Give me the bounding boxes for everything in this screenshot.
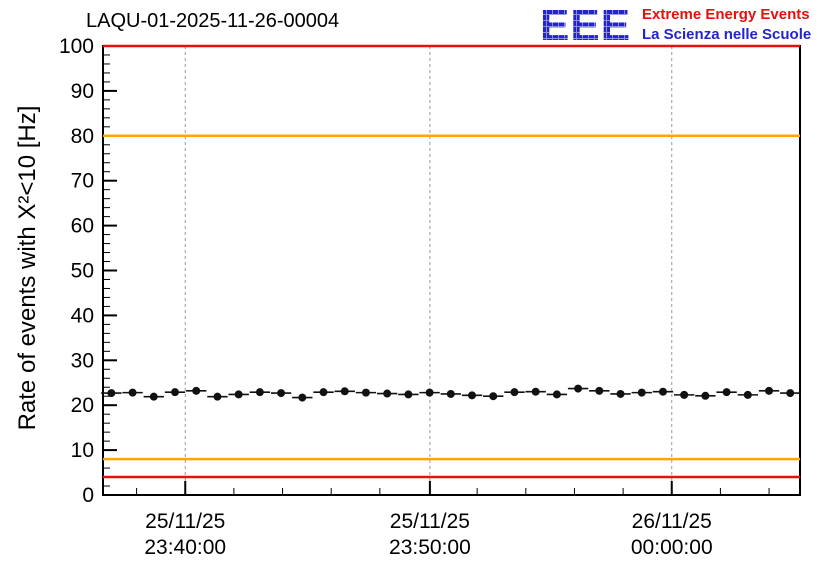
- data-point: [213, 392, 222, 401]
- data-point: [616, 389, 625, 398]
- data-point: [722, 388, 731, 397]
- x-tick-label-date: 25/11/25: [145, 510, 225, 533]
- y-tick-label: 80: [71, 125, 94, 148]
- data-point: [743, 390, 752, 399]
- data-point: [149, 392, 158, 401]
- y-tick-label: 10: [71, 439, 94, 462]
- y-tick-label: 50: [71, 260, 94, 283]
- data-point: [107, 389, 116, 398]
- data-point: [658, 387, 667, 396]
- y-tick-label: 90: [71, 80, 94, 103]
- data-point: [340, 387, 349, 396]
- data-point: [234, 390, 243, 399]
- data-point: [468, 391, 477, 400]
- y-tick-label: 20: [71, 394, 94, 417]
- data-point: [552, 390, 561, 399]
- x-tick-label-date: 26/11/25: [632, 510, 712, 533]
- data-point: [595, 386, 604, 395]
- gridlines: [184, 46, 673, 495]
- data-point: [361, 388, 370, 397]
- data-point: [404, 390, 413, 399]
- data-point: [298, 393, 307, 402]
- logo-line1: Extreme Energy Events: [642, 6, 810, 23]
- y-axis-label: Rate of events with X²<10 [Hz]: [14, 105, 41, 431]
- x-tick-label-time: 00:00:00: [631, 536, 713, 559]
- x-tick-label-time: 23:50:00: [389, 536, 471, 559]
- y-tick-label: 100: [59, 35, 94, 58]
- data-point: [574, 384, 583, 393]
- data-point: [701, 391, 710, 400]
- y-tick-label: 70: [71, 170, 94, 193]
- x-tick-label-date: 25/11/25: [390, 510, 470, 533]
- data-point: [510, 388, 519, 397]
- data-point: [531, 387, 540, 396]
- y-tick-label: 0: [82, 484, 94, 507]
- x-axis: 25/11/25 23:40:00 25/11/25 23:50:00 26/11/25…: [136, 481, 770, 559]
- data-point: [383, 389, 392, 398]
- y-tick-label: 40: [71, 304, 94, 327]
- plot-frame: [102, 45, 801, 496]
- data-point: [319, 388, 328, 397]
- reference-lines: [103, 44, 800, 479]
- series-event-rate: [101, 384, 801, 402]
- y-tick-label: 30: [71, 349, 94, 372]
- data-point: [637, 388, 646, 397]
- y-axis: 0 10 20 30 40 50 60 70 80 90 100: [59, 35, 117, 507]
- data-point: [277, 389, 286, 398]
- data-point: [680, 390, 689, 399]
- chart-title: LAQU-01-2025-11-26-00004: [86, 10, 340, 32]
- data-point: [192, 386, 201, 395]
- y-tick-label: 60: [71, 215, 94, 238]
- data-point: [128, 388, 137, 397]
- data-point: [489, 392, 498, 401]
- data-point: [171, 388, 180, 397]
- eee-logo-acronym: EEE: [540, 2, 631, 48]
- data-point: [255, 388, 264, 397]
- eee-logo: EEE Extreme Energy Events La Scienza nel…: [540, 2, 811, 48]
- data-point: [765, 386, 774, 395]
- eee-logo-acronym-art: EEE: [540, 2, 631, 48]
- data-point: [786, 389, 795, 398]
- data-point: [425, 388, 434, 397]
- x-tick-label-time: 23:40:00: [144, 536, 226, 559]
- eee-logo-text: Extreme Energy Events La Scienza nelle S…: [642, 5, 811, 46]
- data-point: [446, 389, 455, 398]
- logo-line2: La Scienza nelle Scuole: [642, 26, 812, 44]
